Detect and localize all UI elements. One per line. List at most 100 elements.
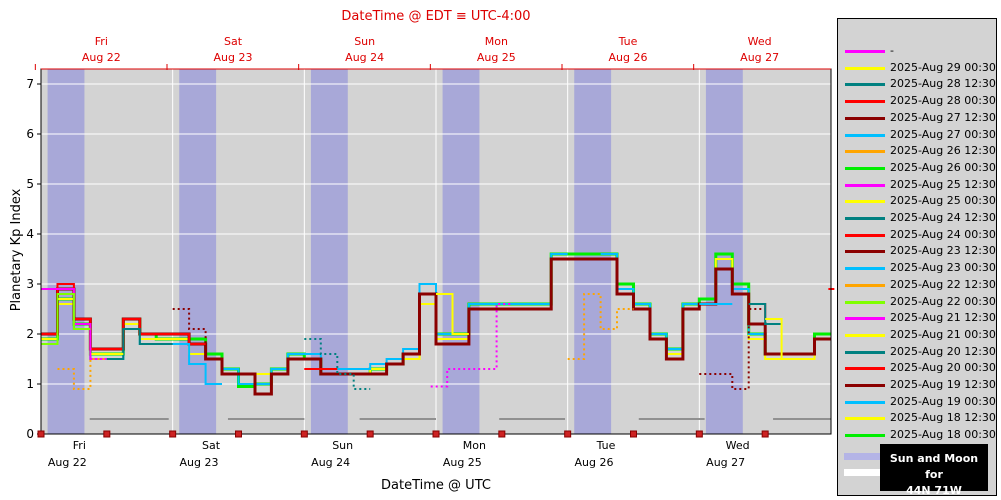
legend: - 2025-Aug 29 00:30 2025-Aug 28 12:30 2025-…: [837, 18, 997, 496]
y-tick-label: 4: [26, 227, 34, 241]
legend-label: 2025-Aug 19 12:30: [890, 378, 996, 391]
sun-moon-label: Sun and Moon for 44N 71W: [880, 444, 988, 497]
edt-day-name: Tue: [618, 35, 638, 48]
legend-swatch: [845, 300, 885, 304]
legend-entry: 2025-Aug 27 00:30: [838, 127, 998, 143]
kp-series-line: [57, 358, 107, 390]
legend-swatch: [845, 250, 885, 254]
night-band: [705, 69, 743, 434]
legend-label: 2025-Aug 26 00:30: [890, 160, 996, 174]
x-axis-edt: Fri Aug 22 Sat Aug 23 Sun Aug 24 Mon Aug 25 Tue A…: [34, 35, 831, 70]
kp-series-line: [41, 293, 91, 345]
x-tick-marker: [103, 430, 111, 438]
x-axis-title: DateTime @ UTC: [381, 478, 491, 493]
legend-swatch: [845, 367, 885, 371]
legend-label: 2025-Aug 21 12:30: [890, 311, 996, 325]
y-tick-label: 0: [26, 427, 34, 441]
legend-swatch: [845, 350, 885, 354]
x-tick-marker: [366, 430, 374, 438]
legend-swatch: [845, 233, 885, 237]
x-tick-marker: [761, 430, 769, 438]
legend-label: 2025-Aug 20 12:30: [890, 344, 996, 358]
x-day-date: Aug 26: [575, 456, 614, 469]
legend-label: 2025-Aug 24 12:30: [890, 211, 996, 224]
x-day-date: Aug 23: [180, 456, 219, 469]
legend-swatch: [845, 183, 885, 187]
legend-label: 2025-Aug 27 00:30: [890, 127, 996, 141]
legend-swatch: [845, 434, 885, 438]
legend-swatch: [845, 217, 885, 220]
legend-entry: -: [838, 43, 998, 59]
kp-series-line: [765, 318, 799, 360]
edt-day-name: Sun: [354, 35, 375, 48]
legend-entry: 2025-Aug 26 00:30: [838, 160, 998, 176]
legend-label: 2025-Aug 25 00:30: [890, 194, 996, 208]
x-day-date: Aug 27: [706, 456, 745, 469]
legend-entry: 2025-Aug 28 00:30: [838, 93, 998, 109]
legend-swatch: [845, 200, 885, 204]
y-tick-label: 5: [26, 177, 34, 191]
kp-series-line: [172, 343, 222, 385]
x-tick-marker: [432, 430, 440, 438]
legend-swatch: [845, 267, 885, 271]
legend-entry: 2025-Aug 24 12:30: [838, 210, 998, 226]
x-tick-marker: [235, 430, 242, 438]
x-day-name: Tue: [596, 439, 616, 452]
kp-series-line: [748, 303, 782, 325]
edt-day-date: Aug 22: [82, 51, 121, 64]
legend-label: 2025-Aug 23 12:30: [890, 244, 996, 258]
x-day-name: Sun: [332, 439, 353, 452]
legend-entry: 2025-Aug 26 12:30: [838, 143, 998, 159]
legend-label: 2025-Aug 28 00:30: [890, 94, 996, 108]
edt-day-name: Fri: [95, 35, 108, 48]
edt-day-name: Wed: [748, 35, 772, 48]
legend-label: 2025-Aug 18 00:30: [890, 428, 996, 442]
edt-day-date: Aug 24: [345, 51, 384, 64]
legend-entry: 2025-Aug 21 12:30: [838, 310, 998, 326]
legend-entry: 2025-Aug 20 00:30: [838, 360, 998, 376]
legend-swatch: [845, 83, 885, 87]
night-band: [442, 69, 480, 434]
legend-entry: 2025-Aug 18 12:30: [838, 410, 998, 426]
legend-label: 2025-Aug 22 00:30: [890, 294, 996, 308]
legend-swatch: [845, 100, 885, 104]
legend-swatch: [845, 116, 885, 120]
edt-day-name: Mon: [485, 35, 508, 48]
legend-swatch-moon: [844, 469, 886, 476]
legend-entry: 2025-Aug 29 00:30: [838, 60, 998, 76]
legend-swatch: [845, 166, 885, 170]
legend-swatch: [845, 50, 885, 53]
legend-entry: 2025-Aug 22 12:30: [838, 277, 998, 293]
y-tick-label: 1: [26, 377, 34, 391]
legend-entry: 2025-Aug 23 12:30: [838, 243, 998, 259]
x-tick-marker: [300, 430, 308, 438]
legend-entry: 2025-Aug 24 00:30: [838, 227, 998, 243]
kp-series-line: [567, 293, 634, 360]
legend-swatch: [845, 333, 885, 337]
legend-label: 2025-Aug 23 00:30: [890, 261, 996, 275]
legend-entry: 2025-Aug 19 00:30: [838, 394, 998, 410]
edt-day-name: Sat: [224, 35, 243, 48]
x-tick-marker: [169, 430, 177, 438]
kp-series-line: [172, 308, 239, 375]
night-band: [574, 69, 612, 434]
sun-moon-location: 44N 71W: [906, 484, 962, 497]
x-tick-marker: [564, 430, 572, 438]
y-axis-title: Planetary Kp Index: [9, 188, 24, 311]
legend-entry: 2025-Aug 23 00:30: [838, 260, 998, 276]
kp-series-line: [436, 293, 469, 335]
legend-label: 2025-Aug 25 12:30: [890, 177, 996, 191]
legend-swatch-night: [844, 453, 886, 460]
legend-entry: 2025-Aug 25 00:30: [838, 193, 998, 209]
x-day-date: Aug 25: [443, 456, 482, 469]
edt-day-date: Aug 26: [609, 51, 648, 64]
legend-label: -: [890, 44, 894, 57]
x-tick-marker: [630, 430, 637, 438]
x-day-date: Aug 24: [311, 456, 350, 469]
legend-label: 2025-Aug 19 00:30: [890, 394, 996, 408]
edt-day-date: Aug 27: [740, 51, 779, 64]
legend-entry: 2025-Aug 20 12:30: [838, 344, 998, 360]
legend-swatch: [845, 66, 885, 70]
x-tick-marker: [37, 430, 45, 438]
